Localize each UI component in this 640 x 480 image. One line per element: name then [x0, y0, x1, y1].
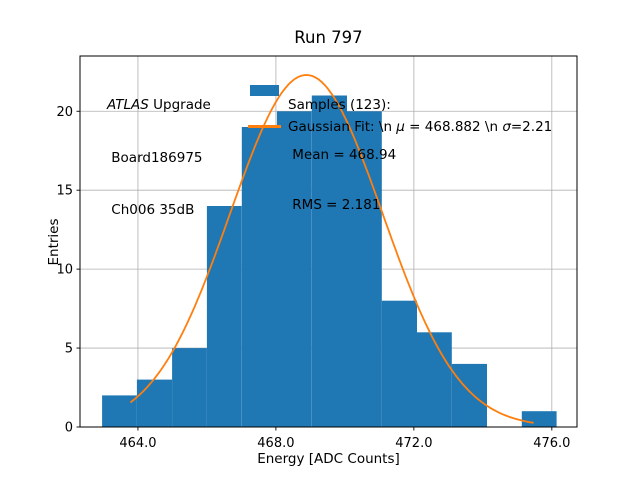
- annotation-line-board: Board186975: [107, 149, 203, 166]
- legend-samples-title: Samples (123):: [288, 97, 391, 114]
- x-axis-label: Energy [ADC Counts]: [257, 451, 400, 467]
- legend-samples-swatch: [250, 85, 279, 96]
- annotation-line-atlas: ATLAS Upgrade: [107, 97, 211, 115]
- chart-title: Run 797: [294, 28, 363, 47]
- histogram-bar: [206, 206, 242, 427]
- x-tick-label: 472.0: [395, 436, 432, 451]
- y-axis-label: Entries: [46, 218, 62, 266]
- annotation-line-channel: Ch006 35dB: [107, 202, 195, 218]
- x-tick-label: 464.0: [119, 436, 156, 451]
- atlas-italic-text: ATLAS: [107, 97, 149, 113]
- histogram-bar: [136, 379, 173, 427]
- histogram-bar: [102, 395, 137, 427]
- y-tick-label: 10: [56, 263, 73, 278]
- histogram-bar: [451, 363, 487, 427]
- histogram-bar: [276, 111, 312, 428]
- x-tick-label: 468.0: [257, 436, 294, 451]
- x-tick-label: 476.0: [533, 436, 570, 451]
- atlas-upgrade-text: Upgrade: [148, 97, 211, 113]
- histogram-bar: [381, 300, 417, 427]
- gaussian-label-part3: =2.21: [510, 119, 553, 135]
- y-tick-label: 5: [65, 342, 73, 357]
- y-tick-label: 15: [56, 184, 73, 199]
- y-tick-label: 20: [56, 105, 73, 120]
- histogram-bar: [172, 348, 207, 427]
- legend-gaussian-label: Gaussian Fit: \n μ = 468.882 \n σ=2.21: [288, 119, 552, 135]
- legend-samples-rms: RMS = 2.181: [288, 196, 381, 213]
- y-tick-label: 0: [65, 421, 73, 436]
- histogram-bar: [417, 332, 452, 427]
- detector-annotation: ATLAS Upgrade Board186975 Ch006 35dB: [107, 62, 211, 255]
- histogram-bar: [311, 95, 347, 427]
- gaussian-label-part2: = 468.882 \n: [404, 119, 503, 135]
- legend-samples-mean: Mean = 468.94: [288, 146, 397, 163]
- axes-frame: [79, 55, 578, 428]
- gaussian-fit-curve: [130, 74, 534, 424]
- gaussian-label-part1: Gaussian Fit: \n: [288, 119, 397, 135]
- legend-samples-label: Samples (123): Mean = 468.94 RMS = 2.181: [288, 64, 396, 247]
- histogram-bar: [241, 127, 277, 427]
- mu-symbol: μ: [396, 119, 405, 135]
- legend-gaussian-line: [248, 125, 281, 128]
- sigma-symbol: σ: [502, 119, 511, 135]
- histogram-bar: [521, 411, 557, 427]
